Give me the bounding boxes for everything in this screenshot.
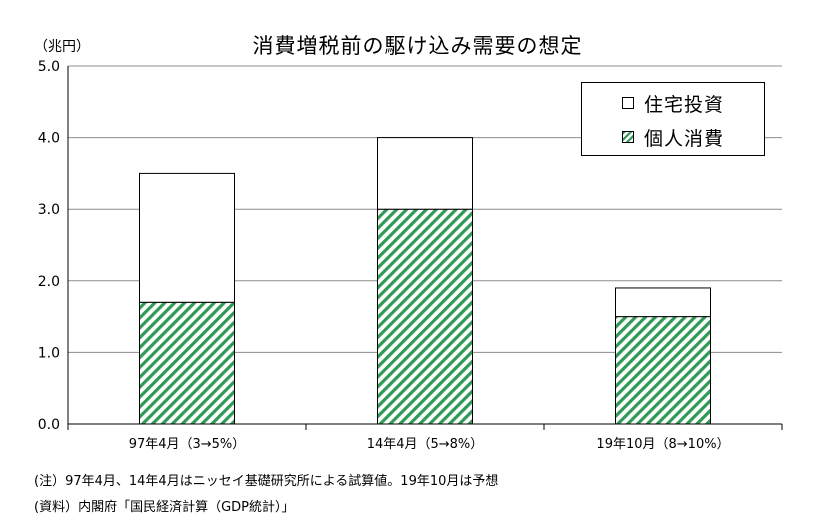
y-tick-label: 2.0: [38, 274, 60, 290]
legend-label-consumption: 個人消費: [644, 127, 725, 150]
bar-consumption-2: [615, 316, 711, 425]
y-tick-label: 1.0: [38, 345, 60, 361]
legend-swatch-housing: [622, 97, 634, 109]
y-tick-label: 3.0: [38, 202, 60, 218]
legend-item-consumption: 個人消費: [622, 126, 725, 150]
note-line-1: (注）97年4月、14年4月はニッセイ基礎研究所による試算値。19年10月は予想: [34, 474, 499, 489]
x-tick-label: 97年4月（3→5%）: [129, 437, 246, 452]
x-tick-label: 19年10月（8→10%）: [596, 437, 729, 452]
legend: 住宅投資 個人消費: [581, 82, 765, 156]
x-tick-label: 14年4月（5→8%）: [367, 437, 484, 452]
legend-label-housing: 住宅投資: [644, 93, 725, 116]
bar-consumption-1: [377, 208, 473, 425]
legend-item-housing: 住宅投資: [622, 92, 725, 116]
y-tick-label: 4.0: [38, 131, 60, 147]
y-tick-label: 5.0: [38, 59, 60, 75]
chart-title: 消費増税前の駆け込み需要の想定: [252, 34, 583, 58]
note-line-2: (資料）内閣府「国民経済計算（GDP統計）」: [34, 500, 295, 515]
bars: [139, 137, 711, 425]
y-tick-label: 0.0: [38, 417, 60, 433]
bar-consumption-0: [139, 301, 235, 425]
bar-housing-2: [615, 287, 711, 318]
bar-housing-0: [139, 172, 235, 303]
tick-labels: 0.0 1.0 2.0 3.0 4.0 5.0 97年4月（3→5%） 14年4月（5→8%）…: [38, 59, 730, 452]
legend-swatch-consumption: [622, 131, 634, 143]
y-axis-unit-label: （兆円）: [34, 39, 90, 55]
bar-housing-1: [377, 137, 473, 210]
